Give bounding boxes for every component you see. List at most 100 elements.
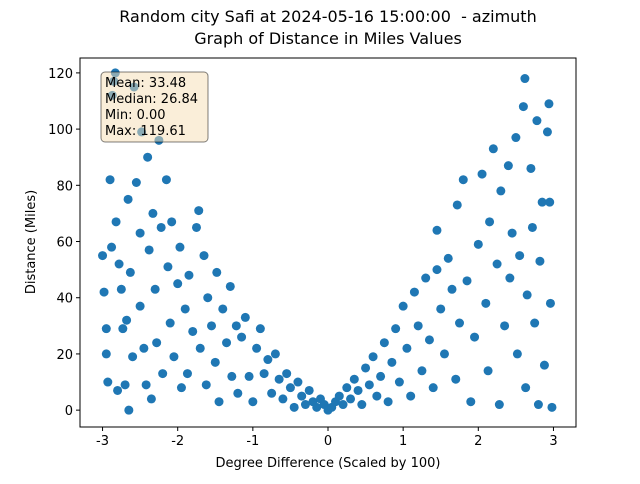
point xyxy=(481,298,491,308)
point xyxy=(107,242,117,252)
point xyxy=(507,228,517,238)
chart-subtitle: Graph of Distance in Miles Values xyxy=(194,29,462,48)
plot-area xyxy=(98,68,557,415)
point xyxy=(398,301,408,311)
point xyxy=(409,287,419,297)
point xyxy=(443,253,453,263)
x-tick-label: -1 xyxy=(246,434,259,449)
point xyxy=(492,259,502,269)
point xyxy=(184,270,194,280)
point xyxy=(148,208,158,218)
point xyxy=(372,391,382,401)
point xyxy=(402,343,412,353)
stats-box-background xyxy=(100,71,209,143)
point xyxy=(353,385,363,395)
point xyxy=(421,273,431,283)
point xyxy=(391,324,401,334)
point xyxy=(180,304,190,314)
x-tick-label: -2 xyxy=(171,434,184,449)
point xyxy=(123,194,133,204)
point xyxy=(511,133,521,143)
point xyxy=(297,391,307,401)
y-tick-label: 60 xyxy=(56,236,73,251)
x-axis-label: Degree Difference (Scaled by 100) xyxy=(216,456,441,471)
point xyxy=(188,326,198,336)
point xyxy=(182,369,192,379)
point xyxy=(349,374,359,384)
point xyxy=(503,161,513,171)
point xyxy=(150,284,160,294)
point xyxy=(432,265,442,275)
point xyxy=(141,380,151,390)
point xyxy=(214,397,224,407)
chart-title: Random city Safi at 2024-05-16 15:00:00 … xyxy=(119,7,536,26)
point xyxy=(542,127,552,137)
point xyxy=(379,338,389,348)
point xyxy=(175,242,185,252)
point xyxy=(199,251,209,261)
point xyxy=(212,267,222,277)
point xyxy=(274,374,284,384)
point xyxy=(428,383,438,393)
point xyxy=(114,259,124,269)
point xyxy=(139,343,149,353)
point xyxy=(417,366,427,376)
point xyxy=(156,222,166,232)
point xyxy=(368,352,378,362)
x-tick-label: -3 xyxy=(96,434,109,449)
x-tick-label: 0 xyxy=(324,434,332,449)
point xyxy=(176,383,186,393)
point xyxy=(289,402,299,412)
point xyxy=(116,284,126,294)
y-tick-label: 80 xyxy=(56,179,73,194)
point xyxy=(240,312,250,322)
point xyxy=(357,400,367,410)
point xyxy=(122,315,132,325)
point xyxy=(466,397,476,407)
point xyxy=(436,304,446,314)
point xyxy=(195,343,205,353)
point xyxy=(135,301,145,311)
point xyxy=(539,360,549,370)
point xyxy=(530,318,540,328)
y-tick-label: 40 xyxy=(56,292,73,307)
point xyxy=(99,287,109,297)
point xyxy=(244,371,254,381)
point xyxy=(364,380,374,390)
x-tick-label: 2 xyxy=(474,434,482,449)
point xyxy=(522,290,532,300)
point xyxy=(334,391,344,401)
point xyxy=(505,273,515,283)
point xyxy=(248,397,258,407)
point xyxy=(105,175,115,185)
point xyxy=(118,324,128,334)
point xyxy=(455,318,465,328)
point xyxy=(451,374,461,384)
point xyxy=(387,357,397,367)
point xyxy=(424,335,434,345)
point xyxy=(282,369,292,379)
point xyxy=(135,228,145,238)
point xyxy=(535,256,545,266)
point xyxy=(165,318,175,328)
point xyxy=(488,144,498,154)
point xyxy=(218,304,228,314)
point xyxy=(125,267,135,277)
point xyxy=(255,324,265,334)
point xyxy=(167,217,177,227)
point xyxy=(304,385,314,395)
point xyxy=(201,380,211,390)
point xyxy=(103,377,113,387)
point xyxy=(512,349,522,359)
point xyxy=(545,298,555,308)
point xyxy=(470,332,480,342)
point xyxy=(532,116,542,126)
x-tick-label: 1 xyxy=(399,434,407,449)
point xyxy=(194,206,204,216)
x-tick-label: 3 xyxy=(549,434,557,449)
point xyxy=(111,217,121,227)
point xyxy=(128,352,138,362)
point xyxy=(144,245,154,255)
point xyxy=(124,405,134,415)
